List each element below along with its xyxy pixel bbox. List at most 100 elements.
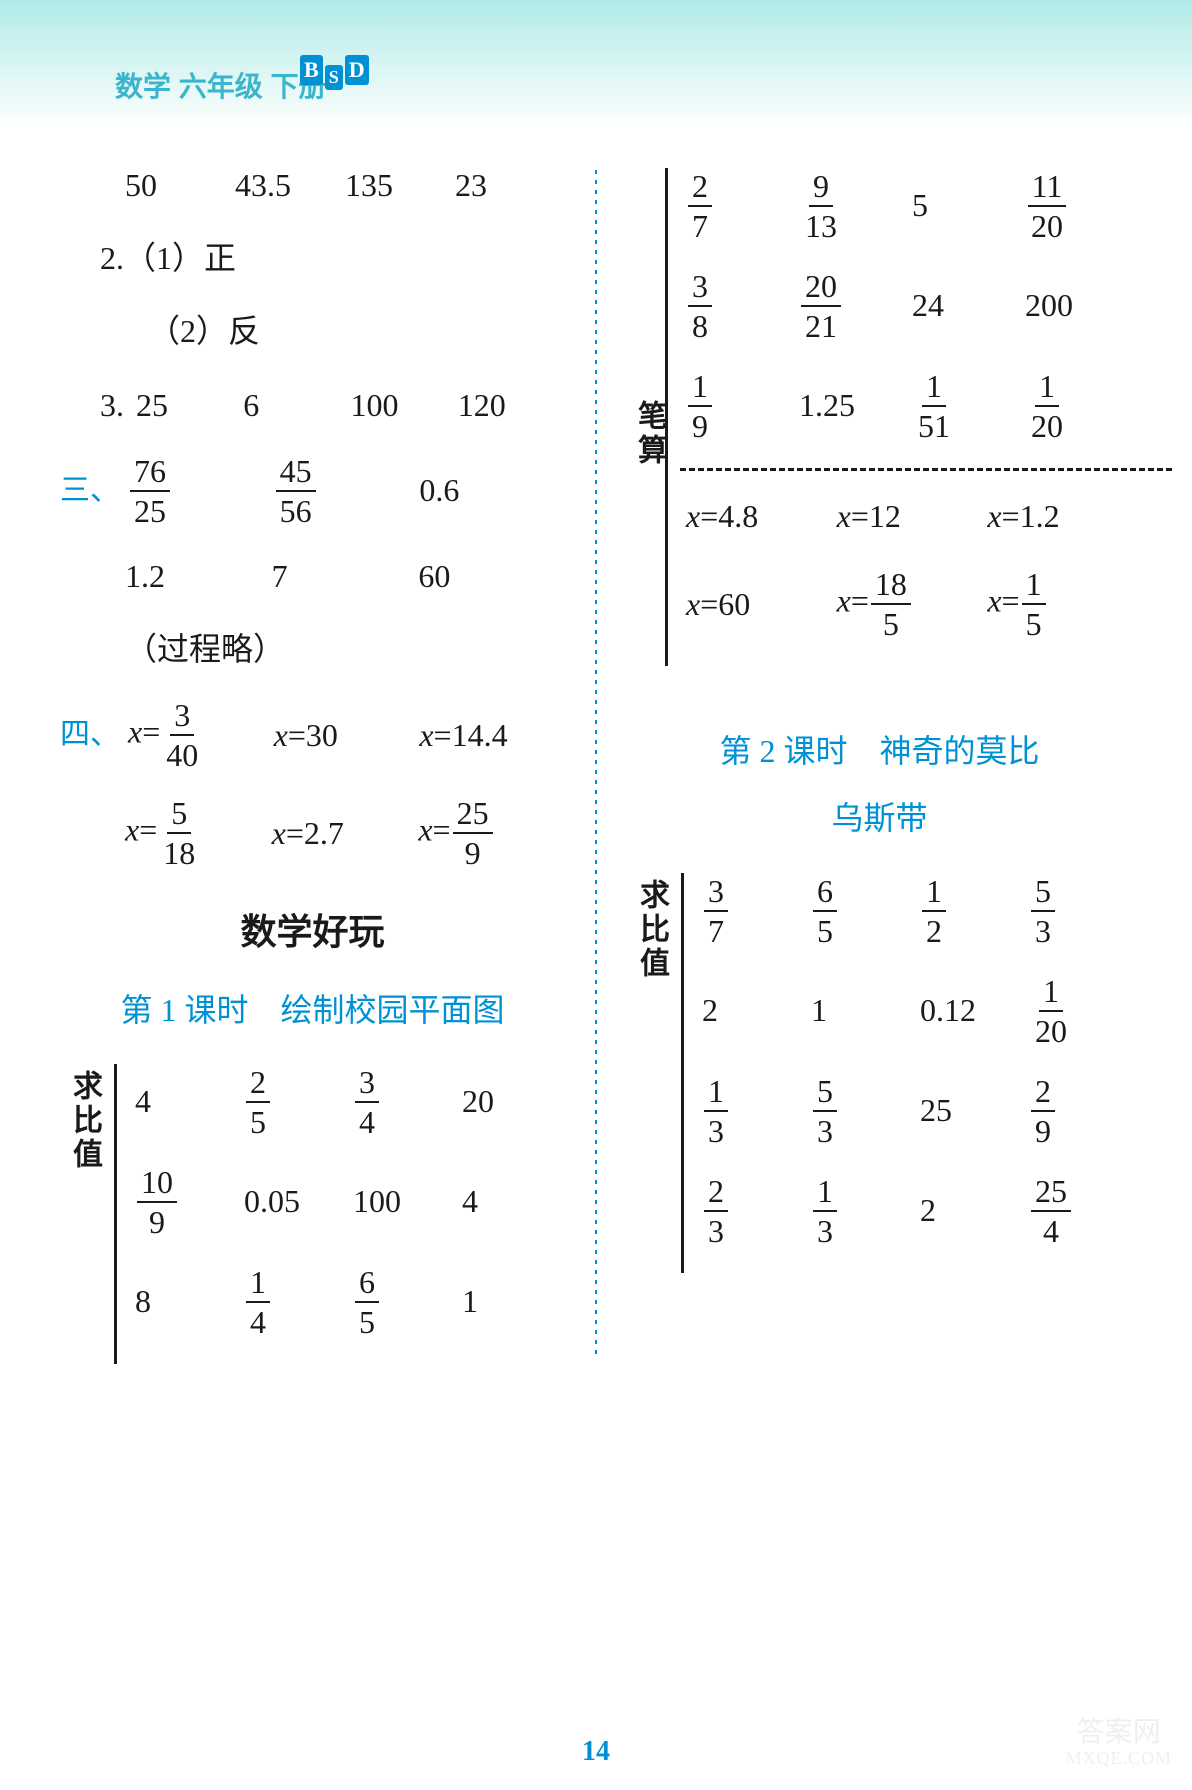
val: 23 <box>455 160 565 211</box>
grid-cell: 2021 <box>793 268 906 344</box>
grid-row: 210.12120 <box>696 973 1132 1049</box>
val: 4556 <box>274 453 420 529</box>
marker-3: 三、 <box>60 467 120 515</box>
val: 0.6 <box>419 465 565 516</box>
grid-row: 814651 <box>129 1264 565 1340</box>
eq: x=60 <box>680 579 831 630</box>
grid-cell: 1 <box>805 985 914 1036</box>
dashed-divider <box>680 468 1172 471</box>
block-body: 37651253210.121201353252923132254 <box>681 873 1132 1273</box>
val: 7625 <box>128 453 274 529</box>
val: 120 <box>458 380 565 431</box>
grid-cell: 120 <box>1019 368 1132 444</box>
eq: x=259 <box>418 795 565 871</box>
grid-cell: 14 <box>238 1264 347 1340</box>
grid-cell: 24 <box>906 280 1019 331</box>
grid-cell: 38 <box>680 268 793 344</box>
watermark-line2: MXQE.COM <box>1065 1748 1172 1770</box>
lesson-1-title: 第 1 课时 绘制校园平面图 <box>60 985 565 1036</box>
grid-cell: 5 <box>906 180 1019 231</box>
right-column: 279135112038202124200191.25151120 x=4.8 … <box>597 160 1132 1364</box>
page-number: 14 <box>0 1736 1192 1768</box>
eq: x=4.8 <box>680 491 831 542</box>
val: 7 <box>272 551 419 602</box>
ratio-block-1: 求比值 42534201090.051004814651 <box>60 1064 565 1364</box>
badge-s: S <box>325 65 343 90</box>
grid-row: 13532529 <box>696 1073 1132 1149</box>
section-3-row1: 三、 7625 4556 0.6 <box>60 453 565 529</box>
eq: x=2.7 <box>272 808 419 859</box>
eq: x=12 <box>831 491 982 542</box>
grid-cell: 53 <box>805 1073 914 1149</box>
block-body: 279135112038202124200191.25151120 x=4.8 … <box>665 168 1132 666</box>
calc-row2: x=60 x=185 x=15 <box>680 566 1132 642</box>
item-2-1: 2.（1）正 <box>60 233 565 284</box>
grid-cell: 13 <box>696 1073 805 1149</box>
page-header: 数学 六年级 下册 B S D <box>0 0 1192 130</box>
grid-cell: 1.25 <box>793 380 906 431</box>
grid-row: 37651253 <box>696 873 1132 949</box>
grid-cell: 65 <box>347 1264 456 1340</box>
badge-b: B <box>300 55 323 85</box>
grid-cell: 25 <box>238 1064 347 1140</box>
text: 2.（1）正 <box>100 233 236 284</box>
val: 50 <box>125 160 235 211</box>
grid-row: 2791351120 <box>680 168 1132 244</box>
grid-cell: 4 <box>129 1076 238 1127</box>
eq: x=185 <box>831 566 982 642</box>
grid-cell: 20 <box>456 1076 565 1127</box>
eq: x=1.2 <box>981 491 1132 542</box>
left-row1: 50 43.5 135 23 <box>60 160 565 211</box>
grid-cell: 0.12 <box>914 985 1023 1036</box>
block-label: 求比值 <box>627 873 681 1273</box>
watermark-line1: 答案网 <box>1065 1715 1172 1749</box>
ratio-block-2: 求比值 37651253210.121201353252923132254 <box>627 873 1132 1273</box>
top-grid: 2791351120 38202124200 191.25151120 <box>680 168 1132 444</box>
block-label: 求比值 <box>60 1064 114 1364</box>
grid-cell: 29 <box>1023 1073 1132 1149</box>
section-title: 数学好玩 <box>60 903 565 961</box>
section-4-row2: x=518 x=2.7 x=259 <box>60 795 565 871</box>
grid-cell: 37 <box>696 873 805 949</box>
val: 100 <box>351 380 458 431</box>
grid-row: 4253420 <box>129 1064 565 1140</box>
val: 60 <box>418 551 565 602</box>
grid-cell: 65 <box>805 873 914 949</box>
item-2-2: （2）反 <box>60 306 565 357</box>
left-column: 50 43.5 135 23 2.（1）正 （2）反 3. 25 6 100 1… <box>60 160 595 1364</box>
content-area: 50 43.5 135 23 2.（1）正 （2）反 3. 25 6 100 1… <box>0 130 1192 1364</box>
grid-row: 38202124200 <box>680 268 1132 344</box>
eq: x=340 <box>128 697 274 773</box>
grid-cell: 4 <box>456 1176 565 1227</box>
eq: x=518 <box>125 795 272 871</box>
eq: x=14.4 <box>419 710 565 761</box>
grid-cell: 25 <box>914 1085 1023 1136</box>
lesson-2-title-l2: 乌斯带 <box>627 793 1132 844</box>
grid-cell: 1120 <box>1019 168 1132 244</box>
grid-cell: 13 <box>805 1173 914 1249</box>
grid-cell: 1 <box>456 1276 565 1327</box>
grid-row: 23132254 <box>696 1173 1132 1249</box>
grid-cell: 2 <box>914 1185 1023 1236</box>
val: 1.2 <box>125 551 272 602</box>
grid-cell: 34 <box>347 1064 456 1140</box>
val: 135 <box>345 160 455 211</box>
eq: x=15 <box>981 566 1132 642</box>
val: 43.5 <box>235 160 345 211</box>
section-3-row2: 1.2 7 60 <box>60 551 565 602</box>
grid-cell: 27 <box>680 168 793 244</box>
lesson-2-title-l1: 第 2 课时 神奇的莫比 <box>627 726 1132 777</box>
section-3-note: （过程略） <box>60 624 565 675</box>
grid-cell: 100 <box>347 1176 456 1227</box>
grid-cell: 23 <box>696 1173 805 1249</box>
item-3: 3. 25 6 100 120 <box>60 380 565 431</box>
grid-row: 191.25151120 <box>680 368 1132 444</box>
label: 3. <box>100 380 124 431</box>
top-right-block: 279135112038202124200191.25151120 x=4.8 … <box>627 168 1132 666</box>
grid-cell: 913 <box>793 168 906 244</box>
grid-cell: 8 <box>129 1276 238 1327</box>
header-badge: B S D <box>300 55 369 85</box>
grid-cell: 120 <box>1023 973 1132 1049</box>
grid-row: 1090.051004 <box>129 1164 565 1240</box>
text: （2）反 <box>148 306 260 357</box>
